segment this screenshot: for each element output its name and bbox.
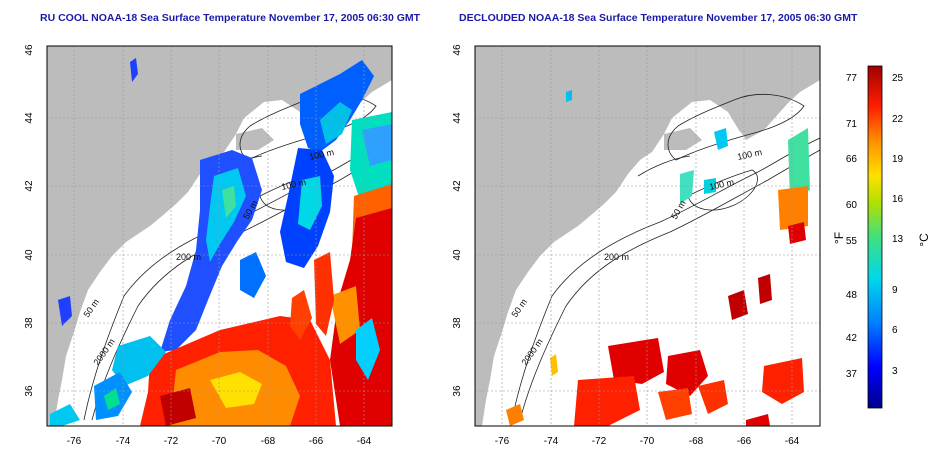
lat-tick-label: 42 xyxy=(24,180,35,192)
lat-tick-label: 38 xyxy=(24,317,35,329)
lat-tick-label: 38 xyxy=(452,317,463,329)
lat-axis-left: 46 44 42 40 38 36 xyxy=(24,44,35,397)
lat-tick-label: 42 xyxy=(452,180,463,192)
lat-axis-right: 46 44 42 40 38 36 xyxy=(452,44,463,397)
celsius-tick-label: 22 xyxy=(892,114,904,125)
lon-tick-label: -64 xyxy=(357,436,372,447)
lat-tick-label: 36 xyxy=(24,385,35,397)
left-map-panel: 100 m 100 m 50 m 200 m 50 m 2000 m 46 44… xyxy=(24,44,393,447)
fahrenheit-tick-label: 66 xyxy=(846,154,858,165)
sst-data-right xyxy=(506,90,810,426)
lat-tick-label: 46 xyxy=(452,44,463,56)
lat-tick-label: 44 xyxy=(24,112,35,124)
lat-tick-label: 44 xyxy=(452,112,463,124)
left-map-title: RU COOL NOAA-18 Sea Surface Temperature … xyxy=(40,12,421,24)
contour-label: 200 m xyxy=(604,252,629,262)
lon-tick-label: -70 xyxy=(212,436,227,447)
lon-tick-label: -74 xyxy=(544,436,559,447)
fahrenheit-tick-label: 60 xyxy=(846,200,858,211)
lon-tick-label: -74 xyxy=(116,436,131,447)
fahrenheit-tick-label: 48 xyxy=(846,290,858,301)
lon-tick-label: -66 xyxy=(737,436,752,447)
celsius-tick-label: 25 xyxy=(892,73,904,84)
lon-axis-right: -76 -74 -72 -70 -68 -66 -64 xyxy=(495,436,800,447)
lat-tick-label: 40 xyxy=(452,249,463,261)
sst-data-left xyxy=(50,58,392,426)
fahrenheit-tick-label: 77 xyxy=(846,73,858,84)
fahrenheit-tick-label: 55 xyxy=(846,236,858,247)
fahrenheit-unit-label: °F xyxy=(832,232,846,244)
lon-tick-label: -76 xyxy=(495,436,510,447)
lon-axis-left: -76 -74 -72 -70 -68 -66 -64 xyxy=(67,436,372,447)
lon-tick-label: -70 xyxy=(640,436,655,447)
graticule-right xyxy=(475,46,820,426)
lat-tick-label: 36 xyxy=(452,385,463,397)
lon-tick-label: -68 xyxy=(689,436,704,447)
left-map-frame xyxy=(46,45,393,427)
lon-tick-label: -72 xyxy=(164,436,179,447)
land-mass xyxy=(475,46,820,426)
lon-tick-label: -64 xyxy=(785,436,800,447)
celsius-tick-label: 9 xyxy=(892,285,898,296)
contour-label: 200 m xyxy=(176,252,201,262)
right-map-frame xyxy=(474,45,821,427)
celsius-tick-label: 16 xyxy=(892,194,904,205)
celsius-tick-label: 13 xyxy=(892,234,904,245)
celsius-ticks: 25 22 19 16 13 9 6 3 xyxy=(892,73,904,377)
lon-tick-label: -76 xyxy=(67,436,82,447)
lat-tick-label: 46 xyxy=(24,44,35,56)
lat-tick-label: 40 xyxy=(24,249,35,261)
fahrenheit-tick-label: 71 xyxy=(846,119,858,130)
celsius-unit-label: °C xyxy=(917,233,931,247)
celsius-tick-label: 3 xyxy=(892,366,898,377)
lon-tick-label: -72 xyxy=(592,436,607,447)
fahrenheit-tick-label: 37 xyxy=(846,369,858,380)
right-map-title: DECLOUDED NOAA-18 Sea Surface Temperatur… xyxy=(459,12,858,24)
fahrenheit-ticks: 77 71 66 60 55 48 42 37 xyxy=(846,73,858,380)
fahrenheit-tick-label: 42 xyxy=(846,333,858,344)
right-map-panel: 100 m 100 m 50 m 200 m 50 m 2000 m 46 44… xyxy=(452,44,821,447)
bathymetry-contours xyxy=(511,94,820,421)
celsius-tick-label: 19 xyxy=(892,154,904,165)
graticule-left xyxy=(47,46,392,426)
lon-tick-label: -68 xyxy=(261,436,276,447)
lon-tick-label: -66 xyxy=(309,436,324,447)
celsius-tick-label: 6 xyxy=(892,325,898,336)
colorbar-scale xyxy=(867,65,883,409)
land-mass xyxy=(47,46,392,426)
colorbar: 77 71 66 60 55 48 42 37 25 22 19 16 13 9… xyxy=(832,65,931,409)
